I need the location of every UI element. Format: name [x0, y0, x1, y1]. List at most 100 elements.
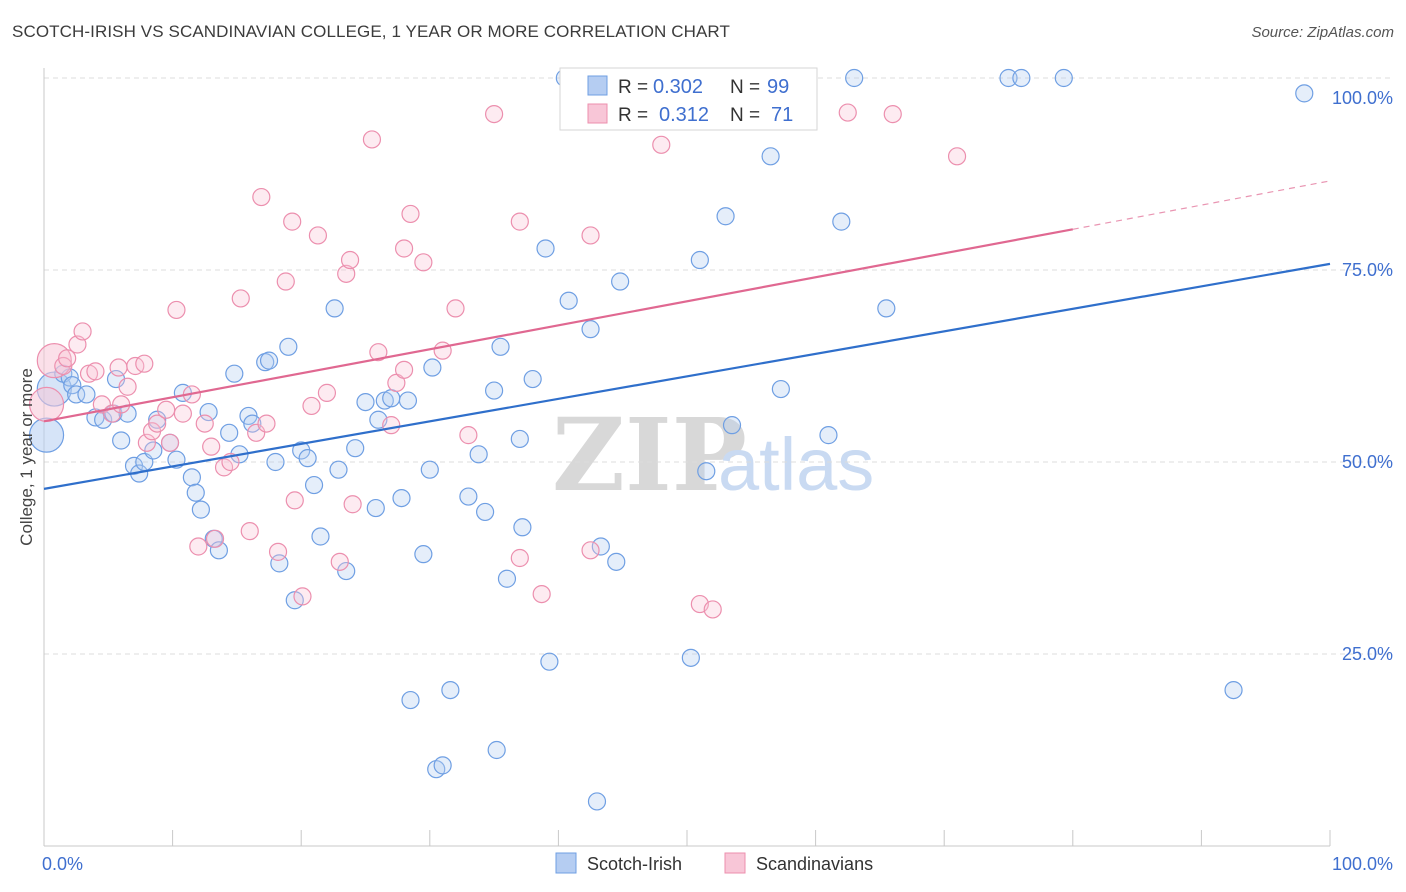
data-point — [999, 68, 1018, 88]
data-point — [414, 253, 433, 272]
data-point — [697, 462, 716, 481]
data-point — [398, 391, 418, 410]
legend-n-value-2: 71 — [771, 104, 793, 126]
y-tick-label: 100.0% — [1332, 88, 1393, 108]
data-point — [883, 104, 902, 124]
data-point — [293, 587, 312, 606]
legend-r-value-1: 0.302 — [653, 76, 703, 98]
data-point — [186, 483, 205, 502]
data-point — [559, 291, 578, 310]
data-point — [36, 343, 72, 379]
correlation-legend: R = 0.302 N = 99 R = 0.312 N = 71 — [559, 67, 818, 131]
data-point — [220, 423, 239, 442]
data-point — [838, 103, 857, 122]
data-point — [414, 545, 433, 564]
legend-n-label-1: N = — [730, 77, 760, 98]
data-point — [1295, 84, 1314, 103]
data-point — [591, 537, 610, 556]
data-point — [1054, 68, 1073, 88]
data-point — [259, 351, 279, 370]
legend-swatch-scotch-irish — [587, 75, 608, 96]
data-point — [441, 680, 460, 700]
bottom-legend-swatch-scotch-irish — [555, 852, 577, 874]
data-point — [73, 322, 92, 341]
data-point — [366, 498, 385, 518]
data-point — [77, 385, 96, 404]
data-point — [302, 396, 321, 416]
data-point — [433, 756, 452, 775]
series-legend: Scotch-Irish Scandinavians — [555, 852, 873, 874]
data-point — [137, 433, 156, 452]
data-point — [157, 400, 176, 419]
data-point — [252, 187, 271, 207]
data-point — [485, 381, 504, 400]
data-point — [392, 488, 411, 508]
data-point — [337, 264, 356, 283]
data-point — [369, 343, 388, 362]
data-point — [607, 552, 626, 571]
data-point — [587, 792, 607, 811]
data-point — [330, 552, 349, 571]
data-point — [459, 426, 478, 445]
data-point — [243, 414, 262, 433]
data-point — [947, 147, 967, 166]
data-point — [240, 522, 259, 541]
data-point — [58, 349, 77, 368]
data-point — [611, 272, 630, 291]
chart-title: SCOTCH-IRISH VS SCANDINAVIAN COLLEGE, 1 … — [12, 22, 730, 41]
data-point — [722, 416, 742, 435]
scotch-irish-points — [28, 68, 1314, 811]
data-point — [279, 337, 298, 356]
data-point — [690, 250, 709, 270]
data-point — [225, 364, 244, 383]
data-point — [205, 529, 225, 548]
trend-lines — [43, 180, 1331, 490]
data-point — [199, 402, 218, 422]
data-point — [469, 445, 488, 464]
data-point — [311, 527, 330, 546]
watermark: ZIP atlas — [552, 396, 874, 514]
legend-swatch-scandinavians — [587, 103, 608, 124]
x-tick-label-min: 0.0% — [42, 854, 83, 874]
data-point — [652, 135, 671, 154]
data-point — [112, 395, 131, 414]
data-point — [382, 389, 401, 408]
data-point — [86, 362, 105, 381]
data-point — [1224, 680, 1243, 700]
data-point — [112, 431, 131, 450]
legend-n-value-1: 99 — [767, 76, 789, 98]
data-point — [268, 542, 288, 561]
data-point — [716, 207, 735, 226]
data-point — [819, 426, 838, 445]
data-point — [148, 410, 167, 429]
data-point — [109, 358, 128, 377]
data-point — [346, 439, 365, 458]
data-point — [270, 554, 289, 573]
data-point — [189, 537, 208, 556]
trend-line-scandinavians-extension — [1072, 180, 1331, 230]
data-point — [356, 392, 375, 412]
data-point — [317, 383, 337, 402]
data-point — [160, 433, 180, 452]
data-point — [257, 414, 276, 433]
data-point — [266, 452, 285, 472]
data-point — [491, 337, 510, 356]
data-point — [135, 354, 154, 373]
data-point — [209, 541, 228, 560]
y-tick-labels: 25.0% 50.0% 75.0% 100.0% — [1332, 88, 1393, 664]
data-point — [67, 385, 86, 404]
data-point — [362, 130, 382, 149]
x-tick-label-max: 100.0% — [1332, 854, 1393, 874]
trend-line-scandinavians — [43, 228, 1074, 423]
y-tick-label: 75.0% — [1342, 260, 1393, 280]
watermark-zip: ZIP — [552, 396, 747, 514]
bottom-legend-scotch-irish: Scotch-Irish — [587, 854, 682, 874]
data-point — [832, 212, 851, 231]
data-point — [195, 414, 214, 433]
data-point — [325, 299, 344, 318]
data-point — [459, 487, 478, 506]
data-point — [581, 541, 600, 560]
gridlines — [44, 77, 1392, 655]
data-point — [173, 404, 192, 423]
legend-r-value-2: 0.312 — [659, 104, 709, 126]
